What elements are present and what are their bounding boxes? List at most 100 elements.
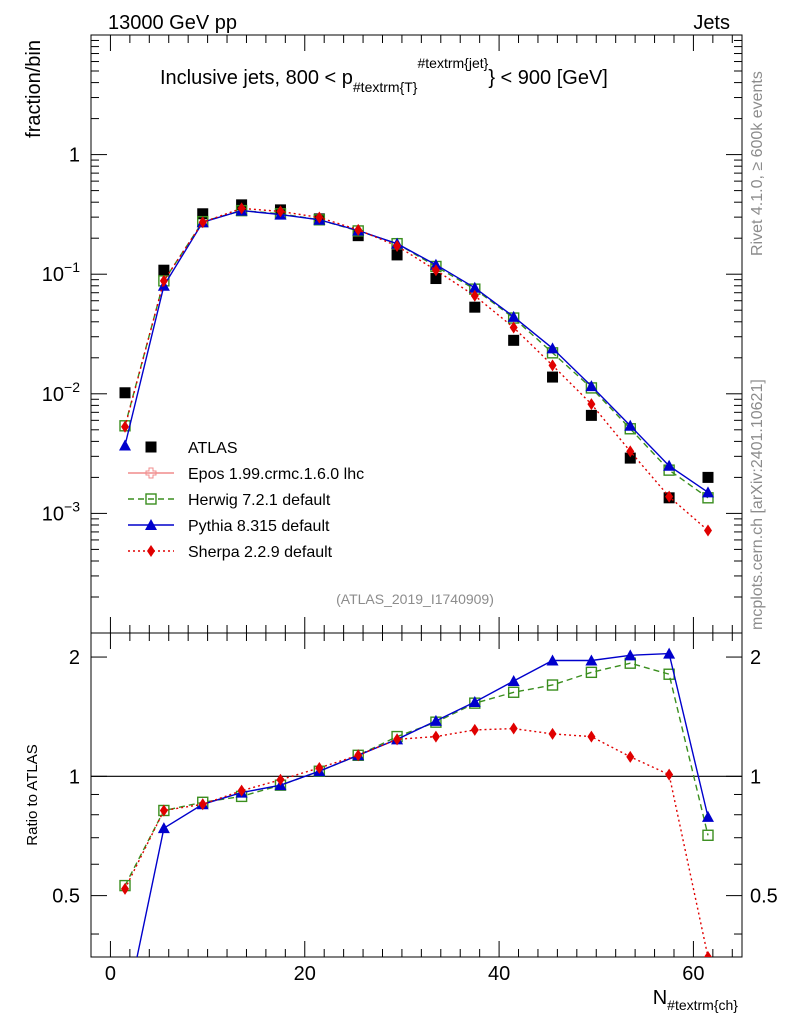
header-right: Jets <box>693 12 730 34</box>
ratio-pythia-line <box>136 652 709 957</box>
ratio-pythia-point <box>546 654 559 666</box>
ratio-panel-frame <box>90 632 743 958</box>
ratio-sherpa-point <box>121 882 130 895</box>
main-pythia-point <box>624 419 637 431</box>
legend-marker-sherpa <box>147 545 155 557</box>
ratio-sherpa-point <box>665 768 674 781</box>
main-data-point <box>508 334 520 346</box>
side-mcplots-label: mcplots.cern.ch [arXiv:2401.10621] <box>749 379 766 630</box>
ratio-sherpa-point <box>159 804 168 817</box>
main-data-point <box>119 387 131 399</box>
main-y-tick-label: 10−3 <box>42 498 80 525</box>
main-sherpa-point <box>665 490 674 503</box>
main-sherpa-point <box>121 420 130 433</box>
ratio-y-tick-label-left: 2 <box>69 647 80 669</box>
main-pythia-point <box>546 342 559 354</box>
ratio-sherpa-point <box>626 750 635 763</box>
ratio-sherpa-point <box>315 761 324 774</box>
main-series-layer <box>119 199 714 537</box>
title-sup: #textrm{jet} <box>417 55 488 71</box>
ratio-axis-ticks: 0.5 0.51 12 20 20 40 60 <box>52 633 778 985</box>
x-tick-label: 40 <box>488 963 510 985</box>
legend-label-herwig: Herwig 7.2.1 default <box>188 492 331 509</box>
main-pythia-point <box>585 380 598 392</box>
ratio-pythia-point <box>429 714 442 726</box>
legend-marker-herwig <box>145 493 157 505</box>
ratio-pythia-point <box>507 675 520 687</box>
main-pythia-point <box>119 439 132 451</box>
ratio-y-axis-title: Ratio to ATLAS <box>24 744 41 845</box>
main-data-point <box>430 273 442 285</box>
legend-label-epos: Epos 1.99.crmc.1.6.0 lhc <box>188 466 364 483</box>
main-data-point <box>469 301 481 313</box>
ratio-y-tick-label-right: 1 <box>750 766 761 788</box>
main-sherpa-point <box>354 223 363 236</box>
x-tick-label: 60 <box>682 963 704 985</box>
title-suffix: } < 900 [GeV] <box>488 67 608 89</box>
main-axis-ticks: 1 10−1 10−2 10−3 <box>42 35 742 634</box>
main-sherpa-point <box>703 524 712 537</box>
ratio-herwig-point <box>585 666 598 679</box>
main-pythia-point <box>507 310 520 322</box>
main-sherpa-point <box>198 216 207 229</box>
ratio-herwig-line <box>124 662 709 886</box>
ratio-y-tick-label-left: 1 <box>69 766 80 788</box>
main-sherpa-point <box>393 240 402 253</box>
title-sub: #textrm{T} <box>353 79 418 95</box>
main-data-point <box>391 249 403 261</box>
analysis-watermark: (ATLAS_2019_I1740909) <box>336 591 494 607</box>
ratio-sherpa-point <box>703 951 712 957</box>
main-y-axis-title: fraction/bin <box>23 40 45 138</box>
legend-marker-epos <box>145 467 157 479</box>
ratio-herwig-point <box>507 686 520 698</box>
main-y-tick-label: 1 <box>69 145 80 167</box>
x-axis-title-sub: #textrm{ch} <box>667 997 738 1013</box>
ratio-sherpa-point <box>354 749 363 762</box>
main-sherpa-point <box>509 321 518 334</box>
main-pythia-line <box>124 209 709 493</box>
main-sherpa-point <box>237 202 246 215</box>
main-sherpa-point <box>276 205 285 218</box>
ratio-sherpa-point <box>393 733 402 746</box>
main-pythia-point <box>701 486 714 498</box>
side-rivet-label: Rivet 4.1.0, ≥ 600k events <box>749 71 766 256</box>
main-title: Inclusive jets, 800 < p#textrm{T} #textrm… <box>160 55 608 95</box>
title-prefix: Inclusive jets, 800 < p <box>160 67 353 89</box>
legend-label-data: ATLAS <box>188 440 238 457</box>
ratio-sherpa-point <box>470 723 479 736</box>
ratio-pythia-point <box>663 647 676 659</box>
main-sherpa-point <box>159 274 168 287</box>
header-left: 13000 GeV pp <box>108 12 237 34</box>
main-y-tick-label: 10−1 <box>42 259 80 286</box>
ratio-sherpa-point <box>276 773 285 786</box>
main-sherpa-point <box>626 445 635 458</box>
main-sherpa-point <box>431 264 440 277</box>
main-data-point <box>585 409 597 421</box>
ratio-herwig-point <box>702 829 714 841</box>
ratio-pythia-point <box>157 822 170 834</box>
main-sherpa-line <box>124 207 709 532</box>
main-sherpa-point <box>315 211 324 224</box>
ratio-sherpa-point <box>548 727 557 740</box>
main-sherpa-point <box>470 289 479 302</box>
main-sherpa-point <box>548 359 557 372</box>
ratio-y-tick-label-right: 0.5 <box>750 886 778 908</box>
ratio-sherpa-point <box>587 730 596 743</box>
main-data-point <box>197 208 209 220</box>
ratio-pythia-point <box>624 649 637 661</box>
legend-marker-pythia <box>145 519 157 530</box>
ratio-sherpa-line <box>124 727 709 957</box>
main-data-point <box>624 452 636 464</box>
main-y-tick-label: 10−2 <box>42 379 80 406</box>
x-axis-title: N#textrm{ch} <box>653 987 739 1013</box>
main-data-point <box>547 371 559 383</box>
ratio-herwig-point <box>546 679 559 691</box>
main-pythia-point <box>663 459 676 471</box>
ratio-pythia-point <box>585 654 598 666</box>
ratio-sherpa-point <box>431 730 440 743</box>
main-pythia-point <box>468 281 481 293</box>
main-data-point <box>702 471 714 483</box>
legend: ATLAS Epos 1.99.crmc.1.6.0 lhc Herwig 7.2.… <box>128 440 364 561</box>
ratio-pythia-point <box>468 696 481 708</box>
